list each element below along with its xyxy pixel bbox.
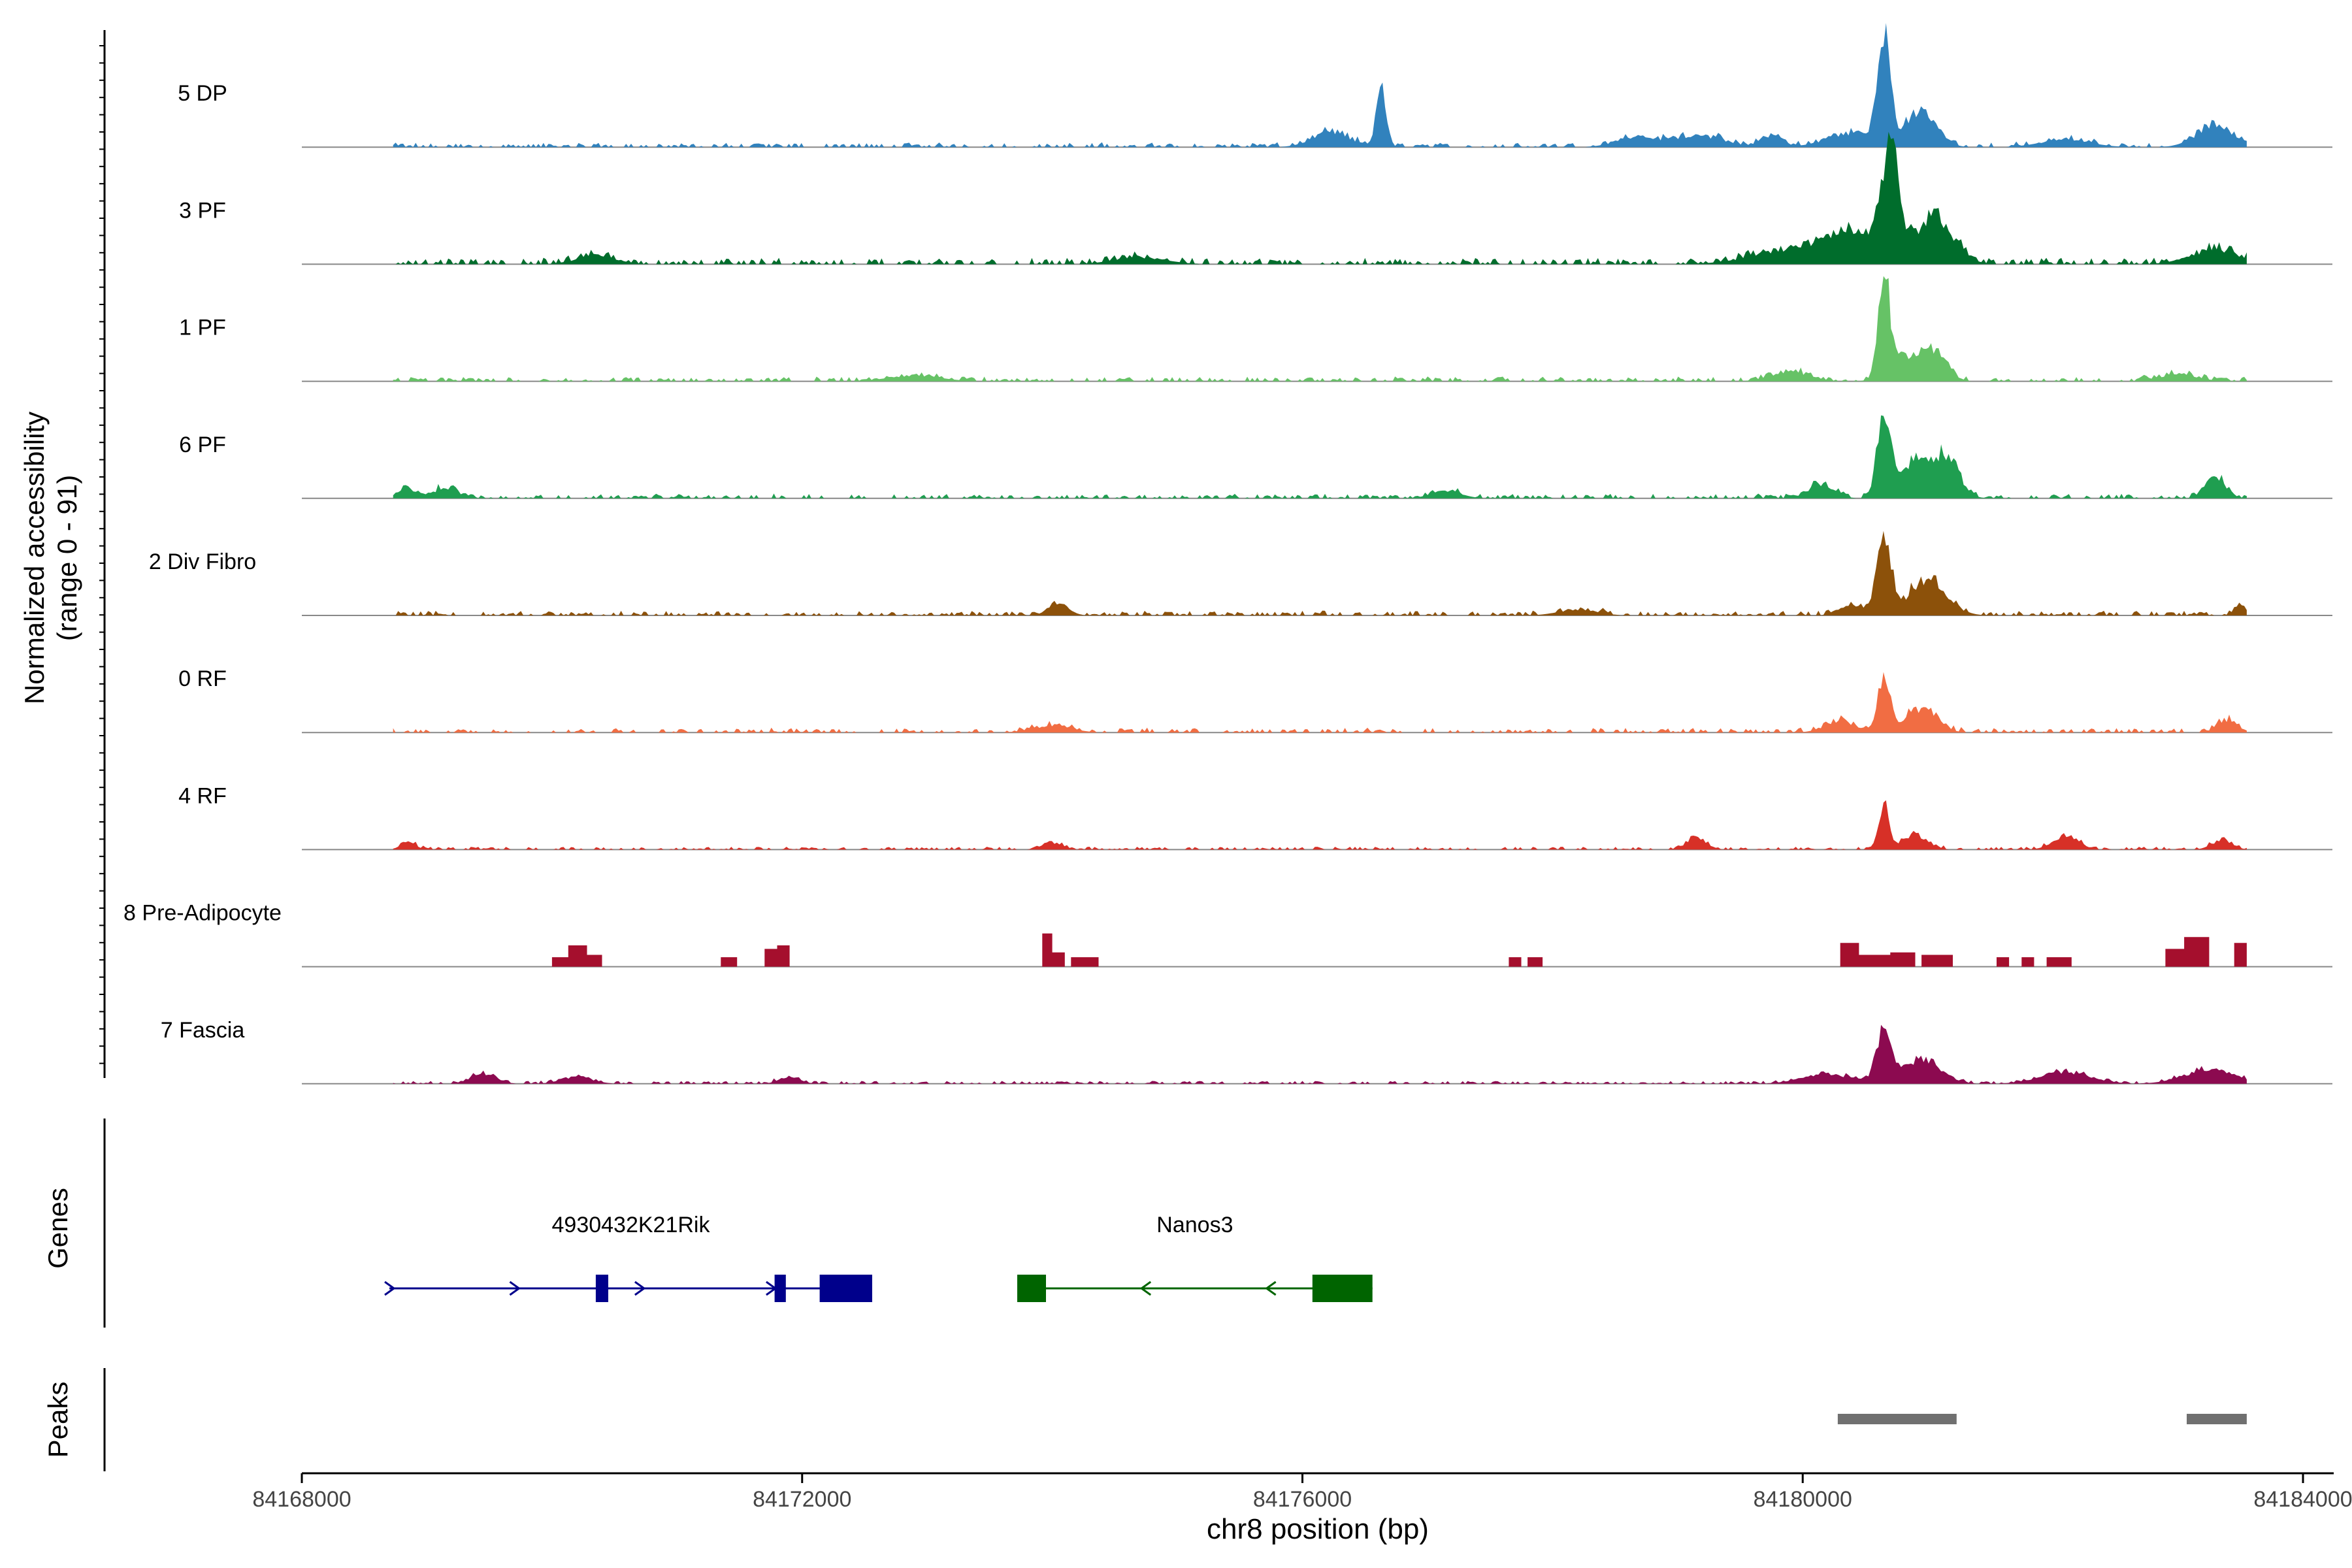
strand-arrow [1265, 1281, 1277, 1296]
genes-track: 4930432K21Rik Nanos3 [384, 1213, 1373, 1302]
track-label: 4 RF [178, 783, 227, 808]
strand-arrow [509, 1281, 521, 1296]
x-tick-label: 84184000 [2253, 1487, 2352, 1512]
x-tick-label: 84168000 [252, 1487, 351, 1512]
x-tick-label: 84180000 [1754, 1487, 1852, 1512]
coverage-area [393, 131, 2247, 265]
gene-name: 4930432K21Rik [552, 1213, 711, 1237]
y-axis-title-line2: (range 0 - 91) [52, 475, 82, 641]
genes-track-label: Genes [42, 1188, 73, 1269]
track-2-div-fibro: 2 Div Fibro [149, 531, 2332, 616]
track-1-pf: 1 PF [179, 276, 2332, 382]
peaks-track-label: Peaks [42, 1382, 73, 1458]
peak-region [2187, 1414, 2247, 1424]
track-5-dp: 5 DP [178, 23, 2332, 148]
track-label: 7 Fascia [161, 1018, 245, 1043]
track-label: 0 RF [178, 666, 227, 691]
gene-exon [1017, 1275, 1046, 1302]
peak-region [1837, 1414, 1957, 1424]
track-0-rf: 0 RF [178, 666, 2332, 734]
coverage-area [393, 415, 2247, 498]
x-axis-title: chr8 position (bp) [1207, 1513, 1429, 1545]
gene-exon [819, 1275, 872, 1302]
x-axis-ticks: 84168000 84172000 84176000 84180000 84184000 [252, 1473, 2352, 1512]
strand-arrow [384, 1281, 396, 1296]
strand-arrow [766, 1281, 777, 1296]
track-label: 5 DP [178, 81, 227, 106]
x-tick-label: 84176000 [1253, 1487, 1352, 1512]
coverage-area [393, 23, 2247, 148]
coverage-area [393, 276, 2247, 382]
gene-nanos3: Nanos3 [1017, 1213, 1373, 1302]
peaks-track [1837, 1414, 2247, 1424]
track-label: 6 PF [179, 433, 226, 457]
y-axis-title-line1: Normalized accessibility [19, 412, 50, 704]
coverage-tracks: 5 DP 3 PF 1 PF 6 PF 2 Div Fibro 0 RF 4 RF 8 Pre… [123, 23, 2332, 1085]
coverage-area [393, 933, 2247, 967]
strand-arrow [634, 1281, 646, 1296]
x-tick-label: 84172000 [753, 1487, 851, 1512]
gene-4930432k21rik: 4930432K21Rik [384, 1213, 872, 1302]
track-4-rf: 4 RF [178, 783, 2332, 851]
coverage-area [393, 800, 2247, 850]
track-6-pf: 6 PF [179, 415, 2332, 499]
coverage-y-ticks [99, 45, 105, 1064]
track-label: 8 Pre-Adipocyte [123, 901, 282, 926]
gene-exon [1312, 1275, 1373, 1302]
track-8-pre-adipocyte: 8 Pre-Adipocyte [123, 901, 2332, 968]
gene-exon [595, 1275, 608, 1302]
track-label: 1 PF [179, 316, 226, 340]
coverage-area [393, 672, 2247, 733]
track-3-pf: 3 PF [179, 131, 2332, 265]
strand-arrow [1139, 1281, 1152, 1296]
coverage-area [393, 1024, 2247, 1084]
coverage-y-axis-title: Normalized accessibility (range 0 - 91) [19, 412, 82, 704]
track-7-fascia: 7 Fascia [161, 1018, 2332, 1085]
track-label: 3 PF [179, 198, 226, 223]
gene-exon [774, 1275, 786, 1302]
gene-name: Nanos3 [1156, 1213, 1233, 1237]
coverage-area [393, 531, 2247, 615]
track-label: 2 Div Fibro [149, 549, 256, 574]
